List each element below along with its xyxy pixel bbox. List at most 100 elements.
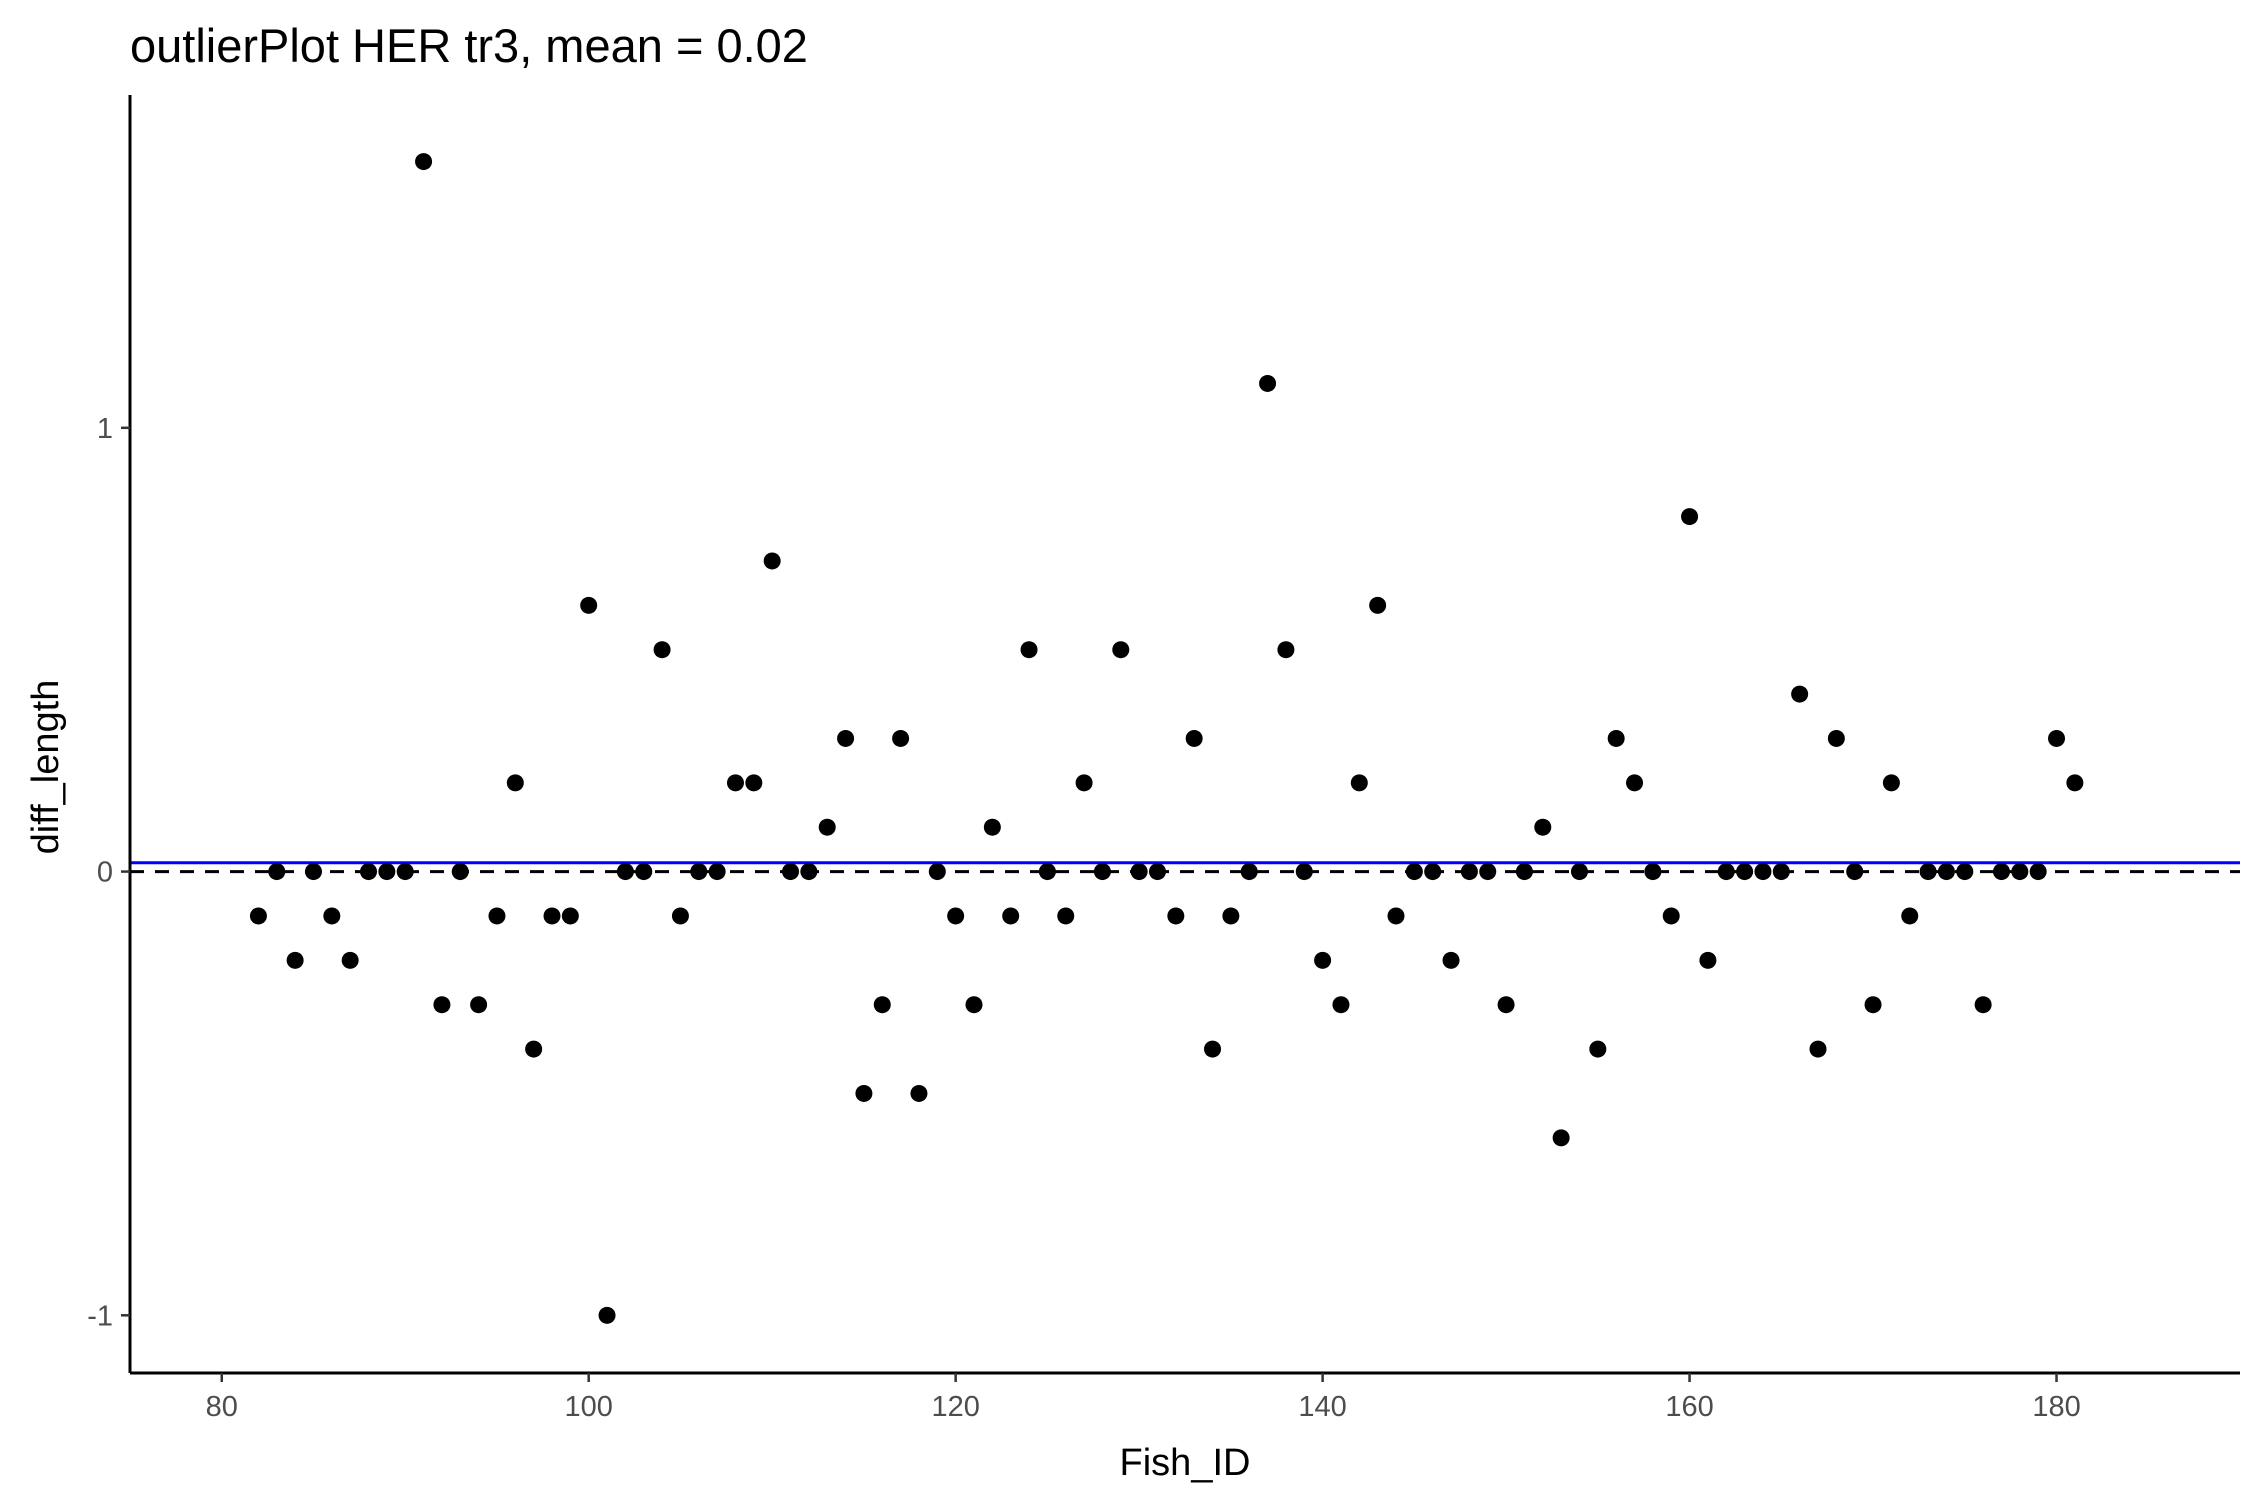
data-point: [249, 907, 267, 925]
x-tick-label: 160: [1665, 1391, 1713, 1423]
data-point: [1259, 374, 1277, 392]
data-point: [947, 907, 965, 925]
data-point: [1626, 774, 1644, 792]
data-point: [616, 863, 634, 881]
data-point: [1901, 907, 1919, 925]
data-point: [304, 863, 322, 881]
data-point: [763, 552, 781, 570]
data-point: [396, 863, 414, 881]
data-point: [1772, 863, 1790, 881]
data-point: [635, 863, 653, 881]
y-axis-title: diff_length: [25, 680, 67, 855]
data-point: [451, 863, 469, 881]
data-point: [818, 818, 836, 836]
data-point: [1515, 863, 1533, 881]
data-point: [1314, 951, 1332, 969]
data-point: [1112, 641, 1130, 659]
data-point: [1864, 996, 1882, 1014]
data-point: [1974, 996, 1992, 1014]
data-point: [1185, 729, 1203, 747]
data-point: [1827, 729, 1845, 747]
data-point: [726, 774, 744, 792]
data-point: [1644, 863, 1662, 881]
data-point: [1882, 774, 1900, 792]
data-point: [580, 596, 598, 614]
data-point: [2011, 863, 2029, 881]
data-point: [1937, 863, 1955, 881]
data-point: [855, 1084, 873, 1102]
data-point: [1552, 1129, 1570, 1147]
data-point: [378, 863, 396, 881]
data-point: [1809, 1040, 1827, 1058]
x-tick-label: 120: [931, 1391, 979, 1423]
data-point: [1424, 863, 1442, 881]
data-point: [1681, 508, 1699, 526]
data-point: [1754, 863, 1772, 881]
data-point: [1497, 996, 1515, 1014]
x-tick-label: 80: [206, 1391, 238, 1423]
data-point: [1717, 863, 1735, 881]
data-point: [1130, 863, 1148, 881]
data-point: [1350, 774, 1368, 792]
data-point: [341, 951, 359, 969]
axes: 80 100 120 140 160 180 -1 0 1: [87, 95, 2240, 1423]
x-tick-label: 100: [565, 1391, 613, 1423]
data-point: [690, 863, 708, 881]
data-point: [268, 863, 286, 881]
data-point: [1699, 951, 1717, 969]
data-point: [671, 907, 689, 925]
y-tick-label: 0: [97, 857, 113, 889]
data-point: [1919, 863, 1937, 881]
data-point: [873, 996, 891, 1014]
data-point: [598, 1306, 616, 1324]
data-point: [323, 907, 341, 925]
data-point: [1369, 596, 1387, 614]
x-tick-label: 140: [1298, 1391, 1346, 1423]
data-point: [433, 996, 451, 1014]
data-point: [470, 996, 488, 1014]
data-point: [415, 153, 433, 171]
data-point: [1387, 907, 1405, 925]
data-point: [1570, 863, 1588, 881]
data-point: [1662, 907, 1680, 925]
data-point: [1846, 863, 1864, 881]
data-point: [1222, 907, 1240, 925]
data-point: [1405, 863, 1423, 881]
data-point: [1038, 863, 1056, 881]
data-point: [892, 729, 910, 747]
data-point: [708, 863, 726, 881]
y-tick-label: 1: [97, 413, 113, 445]
data-point: [910, 1084, 928, 1102]
data-point: [782, 863, 800, 881]
data-point: [1093, 863, 1111, 881]
data-point: [1204, 1040, 1222, 1058]
data-point: [1479, 863, 1497, 881]
x-tick-label: 180: [2032, 1391, 2080, 1423]
data-point: [2029, 863, 2047, 881]
data-point: [800, 863, 818, 881]
data-point: [543, 907, 561, 925]
data-point: [1442, 951, 1460, 969]
data-point: [2048, 729, 2066, 747]
data-point: [1534, 818, 1552, 836]
data-point: [1020, 641, 1038, 659]
data-point: [488, 907, 506, 925]
data-point: [1057, 907, 1075, 925]
data-point: [1148, 863, 1166, 881]
data-point: [1332, 996, 1350, 1014]
data-point: [1460, 863, 1478, 881]
data-point: [1240, 863, 1258, 881]
data-point: [745, 774, 763, 792]
data-point: [1075, 774, 1093, 792]
plot-area: [130, 861, 2240, 874]
data-point: [2066, 774, 2084, 792]
data-point: [1956, 863, 1974, 881]
data-point: [837, 729, 855, 747]
data-point: [286, 951, 304, 969]
data-point: [561, 907, 579, 925]
data-point: [653, 641, 671, 659]
data-points: [249, 153, 2084, 1324]
data-point: [525, 1040, 543, 1058]
x-axis-title: Fish_ID: [1120, 1442, 1251, 1484]
